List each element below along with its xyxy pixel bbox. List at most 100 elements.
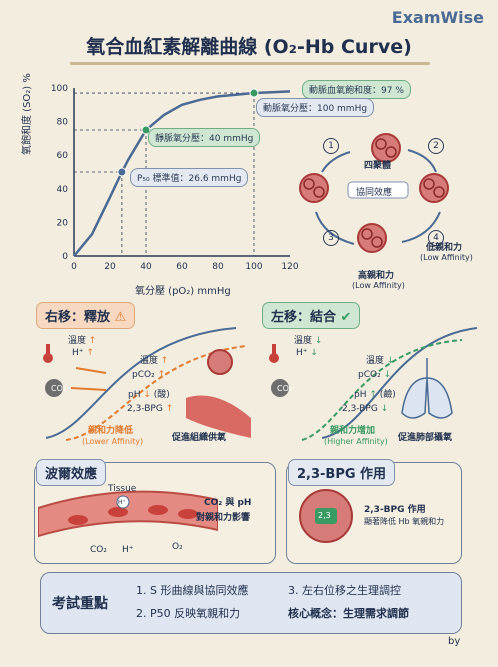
low-affinity-en: (Low Affinity) [420,253,473,262]
page-title: 氧合血紅素解離曲線 (O₂-Hb Curve) [86,36,412,58]
bohr-hplus-bubble: H⁺ [118,499,126,506]
bpg-center: 2,3 [318,511,331,520]
ls-effect-pco2: pCO₂ ↓ [358,370,392,380]
ls-curve-label: 親和力增加 [330,426,376,436]
key-item-3: 3. 左右位移之生理調控 [288,584,401,597]
lungs-icon [401,358,453,419]
right-shift-header: 右移：釋放 ⚠ [36,302,136,329]
chart-axes [73,88,290,257]
ls-effect-temp: 溫度 ↓ [366,356,395,366]
rs-result: 促進組織供氧 [172,433,227,443]
cycle-arrow-1 [321,151,351,173]
left-shift-header: 左移：結合 ✔ [262,302,361,329]
bohr-h: H⁺ [122,545,134,555]
x-axis-label: 氧分壓 (pO₂) mmHg [135,286,231,297]
blood-vessel-tissue-icon [186,395,251,438]
y-tick-label: 20 [57,218,69,228]
cycle-arrow-2 [407,149,437,173]
warning-icon: ⚠ [114,310,127,325]
bpg-note-2: 顯著降低 Hb 氧親和力 [364,517,445,526]
bohr-co2: CO₂ [90,545,107,555]
ls-effect-ph: pH ↑ (鹼) [354,390,396,400]
arrow-co2-right [70,387,107,391]
bpg-hemoglobin-icon [299,489,353,543]
chart-grid [74,92,255,256]
chart-points [117,88,259,177]
title-underline [70,62,430,65]
high-affinity-label: 高親和力 [358,271,395,281]
ls-curve-en: (Higher Affinity) [324,437,388,446]
hemoglobin-icon-left [299,173,329,203]
key-item-2: 2. P50 反映氧親和力 [136,607,241,620]
rs-effect-pco2: pCO₂ ↑ [132,370,166,380]
rs-effect-temp: 溫度 ↑ [140,356,169,366]
cycle-arrow-3 [401,211,441,243]
key-points-panel [40,572,462,634]
step-3: 3 [323,230,343,246]
step-4: 4 [428,230,448,246]
oxygen-curve-chart: 0 20 40 60 80 100 120 0 20 40 60 80 100 [51,84,299,272]
co2-bubble-icon [45,379,63,397]
rs-curve-en: (Lower Affinity) [82,437,144,446]
rs-effect-bpg: 2,3-BPG ↑ [127,404,174,414]
cooperativity-cycle [299,133,449,253]
signature: by [448,636,461,647]
venous-label: 靜脈氧分壓：40 mmHg [148,128,261,147]
bpg-header: 2,3-BPG 作用 [288,459,396,486]
cooperativity-label: 協同效應 [356,188,393,198]
key-title: 考試重點 [52,596,108,612]
y-tick-label: 40 [57,185,69,195]
x-tick-label: 0 [71,262,77,272]
y-tick-label: 0 [62,252,68,262]
hemoglobin-icon-right-panel [207,349,233,375]
bohr-vessel-graphic [38,490,218,538]
low-affinity-label: 低親和力 [426,243,463,253]
ls-result: 促進肺部攝氧 [398,433,453,443]
high-affinity-en: (Low Affinity) [352,281,405,290]
shifted-curve-left [301,339,463,441]
right-shift-graphic [43,327,251,441]
p50-label: P₅₀ 標準值：26.6 mmHg [130,168,249,187]
step-1: 1 [323,138,343,154]
key-item-core: 核心概念：生理需求調節 [288,607,409,620]
ls-factor-co2: CO₂ [277,384,293,393]
hemoglobin-icon-top [371,133,401,163]
check-icon: ✔ [340,310,352,325]
ls-effect-bpg: 2,3-BPG ↓ [342,404,389,414]
y-tick-label: 100 [51,84,68,94]
normal-curve-right [45,327,237,439]
bohr-note-2: 對親和力影響 [196,513,251,523]
bohr-o2: O₂ [172,542,183,552]
arterial-saturation-label: 動脈血氧飽和度：97 % [302,80,411,99]
x-tick-label: 60 [176,262,188,272]
co2-bubble-icon-left [271,379,289,397]
bohr-tissue: Tissue [108,484,137,494]
step-2: 2 [428,138,448,154]
key-item-1: 1. S 形曲線與協同效應 [136,584,249,597]
bohr-header: 波爾效應 [36,459,107,486]
rs-effect-ph: pH ↓ (酸) [128,390,170,400]
x-tick-label: 80 [212,262,224,272]
chart-ticks: 0 20 40 60 80 100 120 0 20 40 60 80 100 [51,84,299,272]
rs-factor-co2: CO₂ [51,384,67,393]
y-axis-label: 氧飽和度 (SO₂) % [22,73,33,155]
rs-factor-temp: 溫度 ↑ [68,336,97,346]
left-shift-graphic [269,327,477,441]
y-tick-label: 60 [57,151,69,161]
rs-curve-label: 親和力降低 [88,426,134,436]
hemoglobin-icon-right [419,173,449,203]
data-point [249,88,259,98]
data-point [117,167,127,177]
x-tick-label: 20 [104,262,116,272]
ls-factor-temp: 溫度 ↓ [294,336,323,346]
x-tick-label: 40 [140,262,152,272]
y-tick-label: 80 [57,118,69,128]
vessel-icon [38,490,218,538]
x-tick-label: 120 [281,262,298,272]
x-tick-label: 100 [245,262,262,272]
normal-curve-left [321,327,477,439]
hplus-bubble-icon [116,495,130,509]
hemoglobin-icon-bottom [357,223,387,253]
bpg-note-1: 2,3-BPG 作用 [364,505,426,515]
brand-logo: ExamWise [391,8,484,27]
